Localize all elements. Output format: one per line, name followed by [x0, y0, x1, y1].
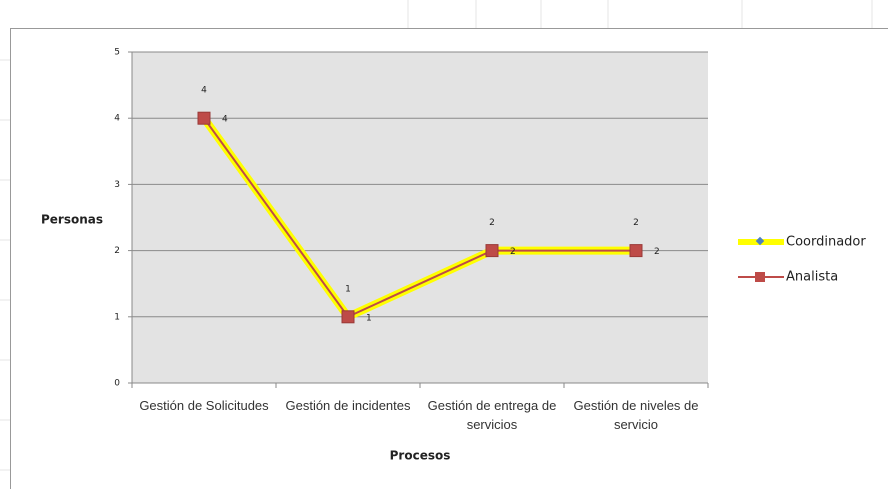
data-label: 2 — [510, 247, 516, 257]
y-tick-label: 3 — [114, 180, 120, 190]
plot-area — [132, 52, 708, 383]
marker — [629, 244, 643, 258]
data-label: 2 — [654, 247, 660, 257]
y-tick-label: 5 — [114, 48, 120, 58]
marker — [197, 111, 211, 125]
data-label: 2 — [633, 218, 639, 228]
x-tick-label: Gestión de niveles de servicio — [573, 398, 699, 432]
chart-border — [10, 28, 888, 489]
y-tick-label: 0 — [114, 379, 120, 389]
x-tick-label: Gestión de incidentes — [285, 398, 411, 413]
y-tick-label: 1 — [114, 312, 120, 322]
y-tick-label: 4 — [114, 114, 120, 124]
data-label: 4 — [222, 115, 228, 125]
legend-marker — [755, 272, 765, 282]
y-axis-title: Personas — [41, 213, 103, 227]
legend-label: Coordinador — [786, 235, 866, 250]
legend-label: Analista — [786, 270, 838, 285]
sheet-grid — [0, 0, 873, 471]
x-axis-title: Procesos — [390, 449, 451, 463]
x-tick-label: Gestión de entrega de servicios — [427, 398, 557, 432]
data-label: 1 — [366, 313, 372, 323]
y-tick-label: 2 — [114, 246, 120, 256]
data-label: 2 — [489, 218, 495, 228]
marker — [485, 244, 499, 258]
series-line — [203, 117, 636, 319]
data-label: 4 — [201, 86, 207, 96]
marker — [341, 310, 355, 324]
data-label: 1 — [345, 284, 351, 294]
x-tick-label: Gestión de Solicitudes — [139, 398, 269, 413]
